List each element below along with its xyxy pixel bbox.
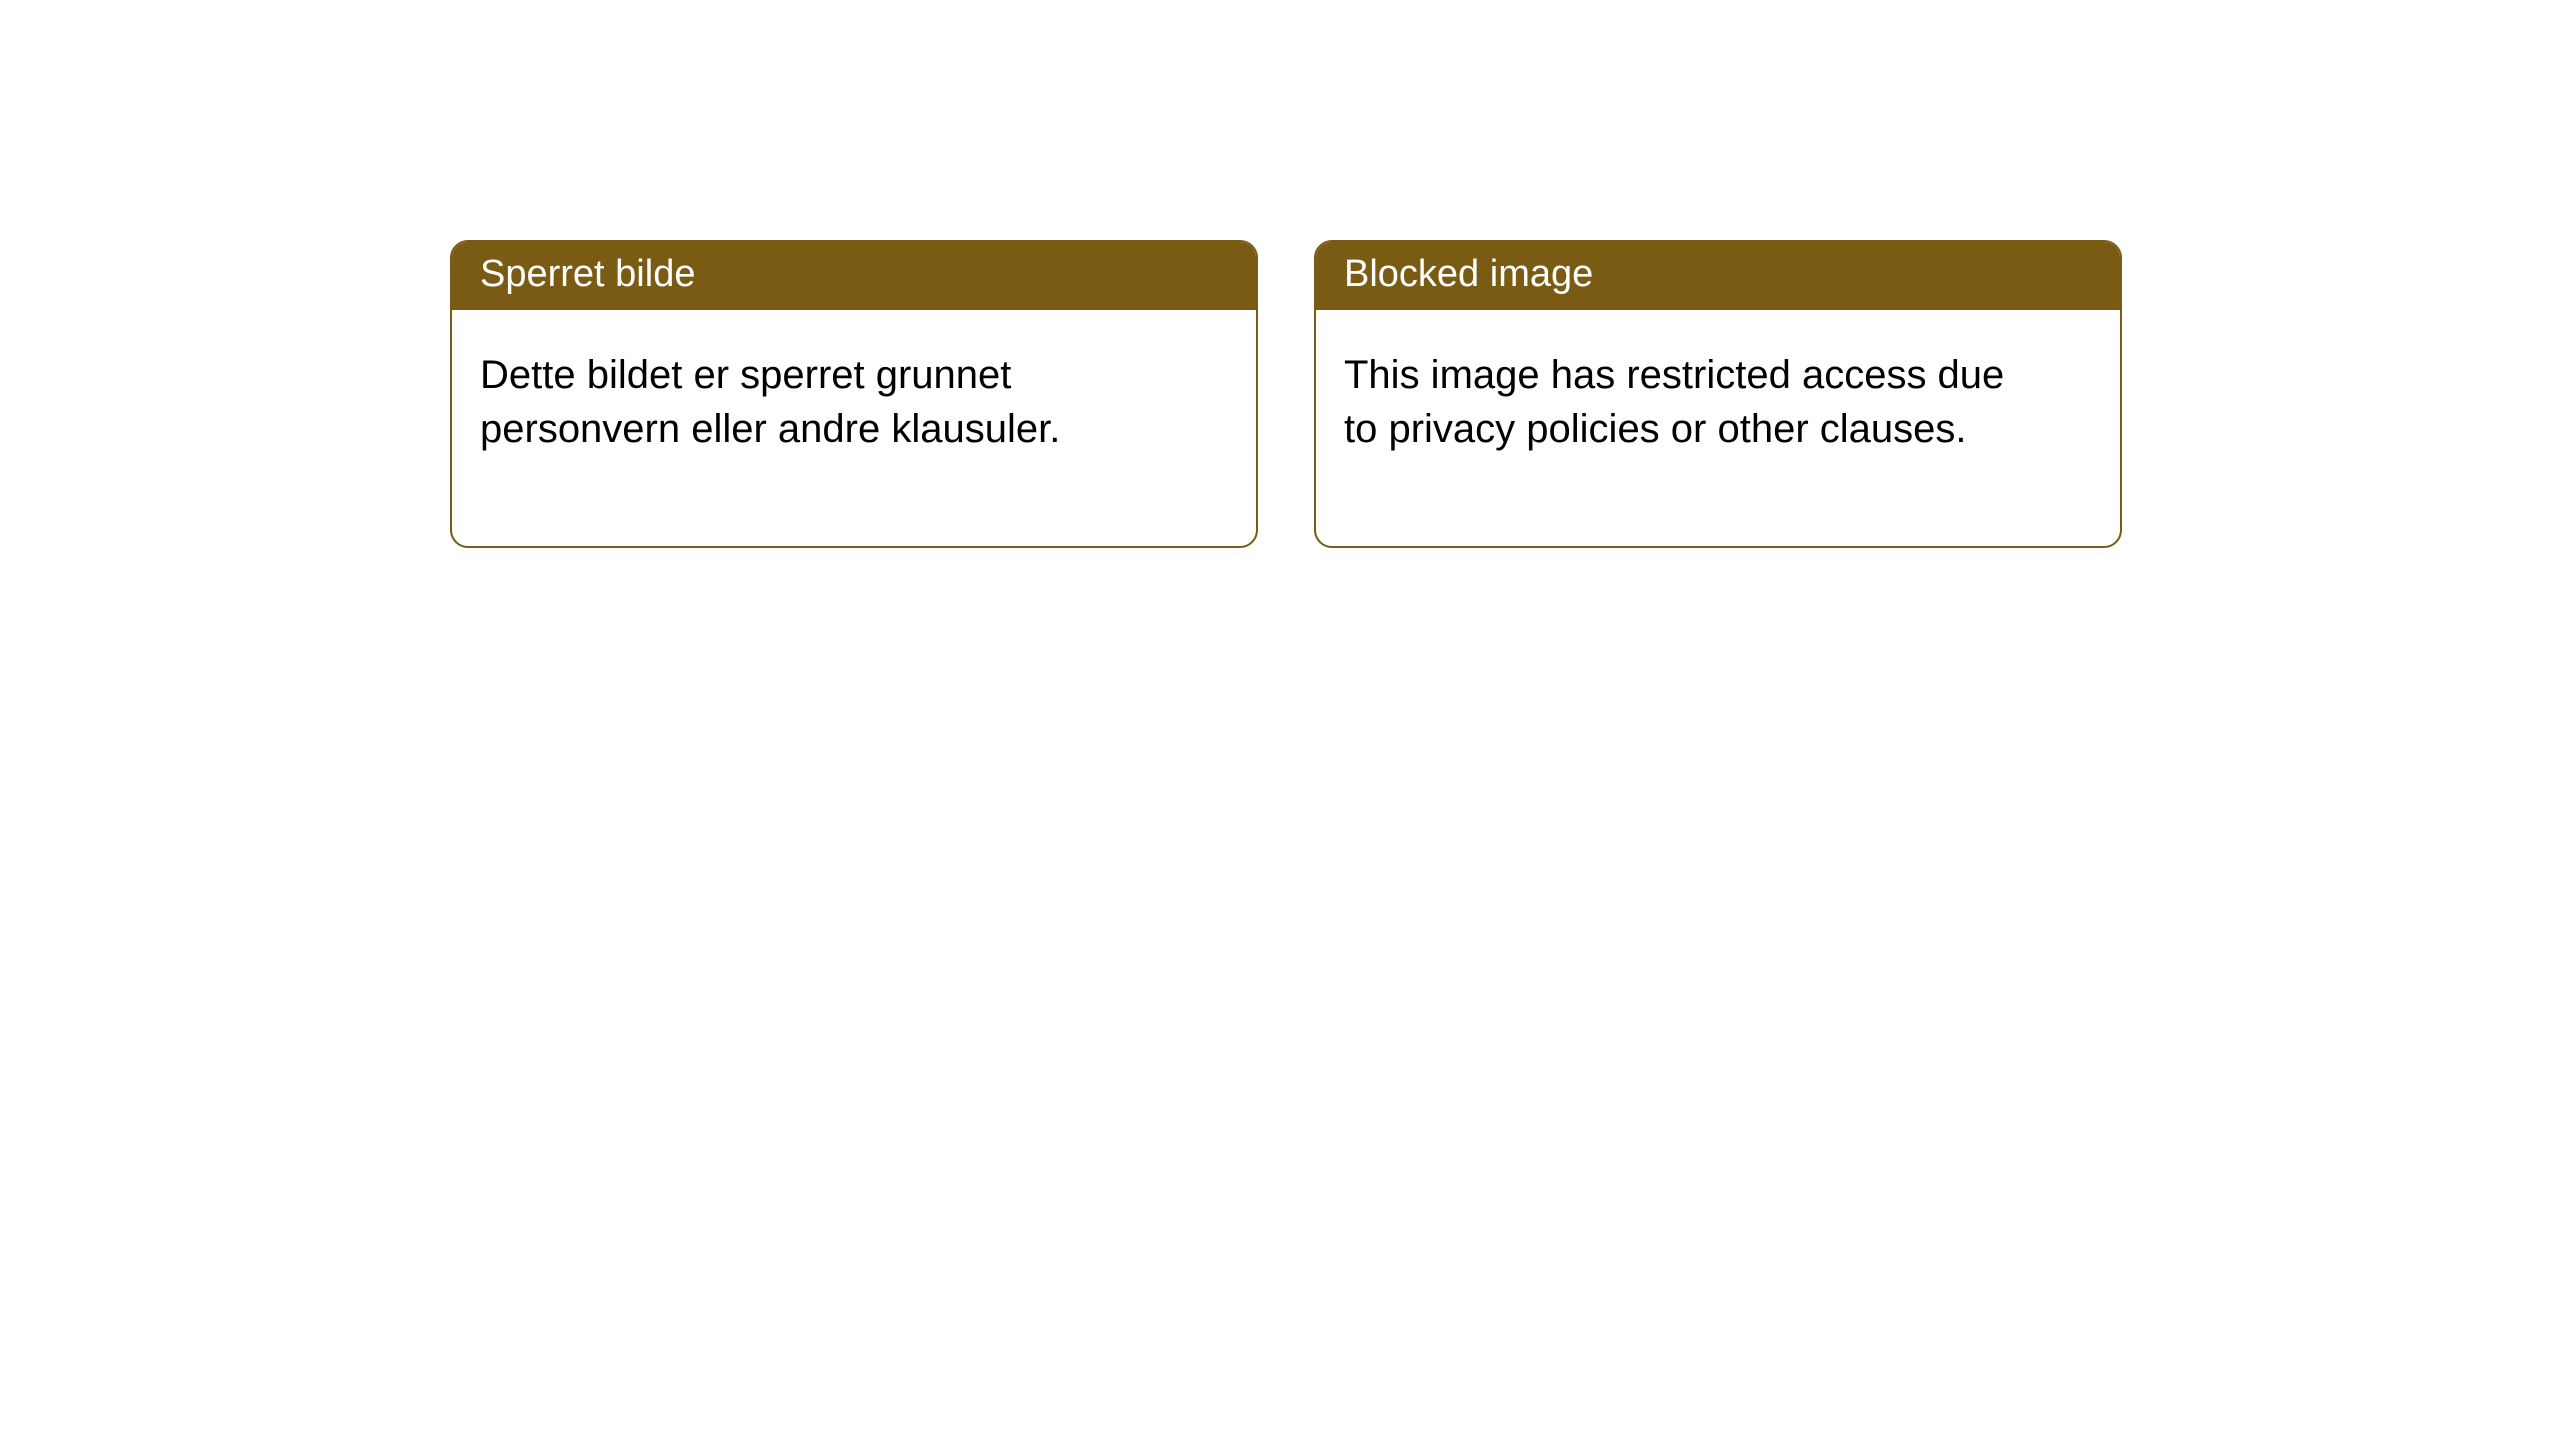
notice-message-norwegian: Dette bildet er sperret grunnet personve… xyxy=(480,348,1180,456)
notice-body-english: This image has restricted access due to … xyxy=(1316,310,2120,546)
notice-title-english: Blocked image xyxy=(1316,242,2120,310)
notice-box-english: Blocked image This image has restricted … xyxy=(1314,240,2122,548)
notice-box-norwegian: Sperret bilde Dette bildet er sperret gr… xyxy=(450,240,1258,548)
notice-container: Sperret bilde Dette bildet er sperret gr… xyxy=(0,0,2560,548)
notice-title-norwegian: Sperret bilde xyxy=(452,242,1256,310)
notice-message-english: This image has restricted access due to … xyxy=(1344,348,2024,456)
notice-body-norwegian: Dette bildet er sperret grunnet personve… xyxy=(452,310,1256,546)
